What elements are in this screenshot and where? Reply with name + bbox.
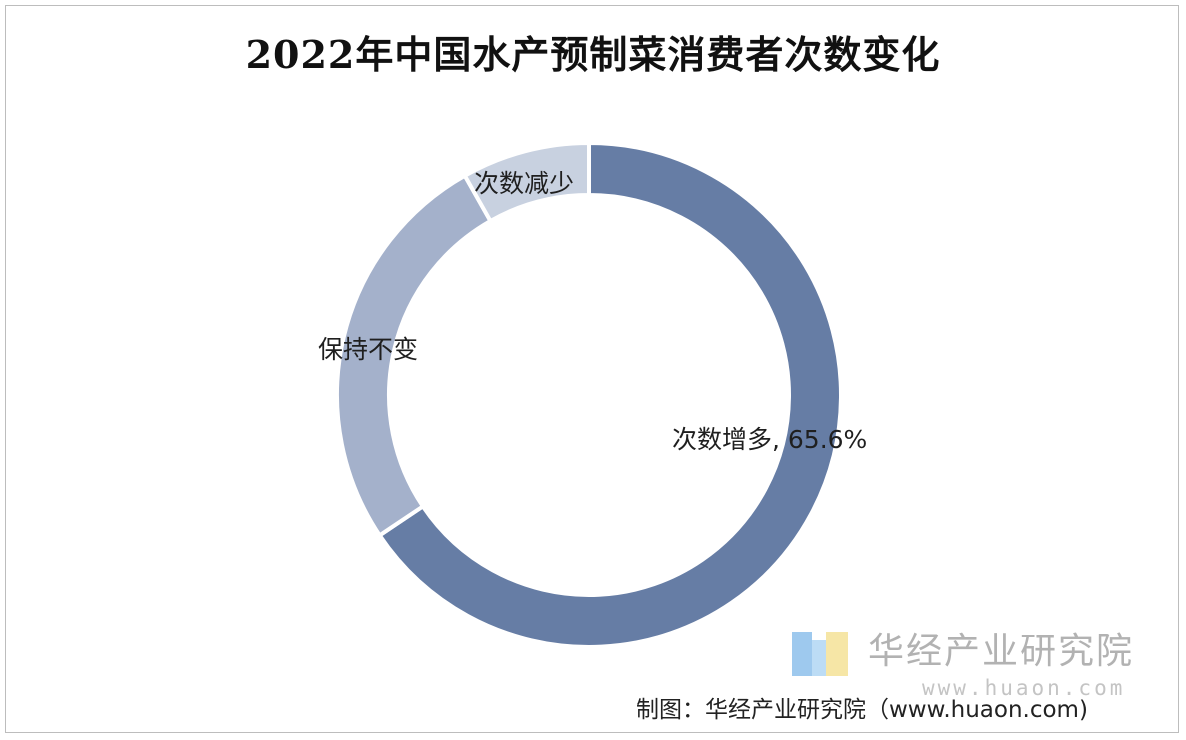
watermark-text: 华经产业研究院	[868, 631, 1135, 672]
watermark: 华经产业研究院	[790, 626, 1134, 676]
chart-title: 2022年中国水产预制菜消费者次数变化	[245, 32, 941, 77]
donut-slice-1	[376, 140, 843, 649]
slice-label-3: 次数减少	[474, 169, 574, 198]
source-note: 制图：华经产业研究院（www.huaon.com)	[636, 697, 1088, 723]
donut-slices	[335, 140, 843, 649]
slice-labels: 次数增多, 65.6% 保持不变 次数减少	[318, 169, 867, 454]
donut-slice-3	[462, 140, 591, 224]
watermark-logo-icon	[790, 626, 854, 676]
slice-label-2: 保持不变	[318, 335, 418, 364]
slice-label-1: 次数增多, 65.6%	[672, 425, 867, 454]
watermark-url: www.huaon.com	[922, 676, 1126, 700]
